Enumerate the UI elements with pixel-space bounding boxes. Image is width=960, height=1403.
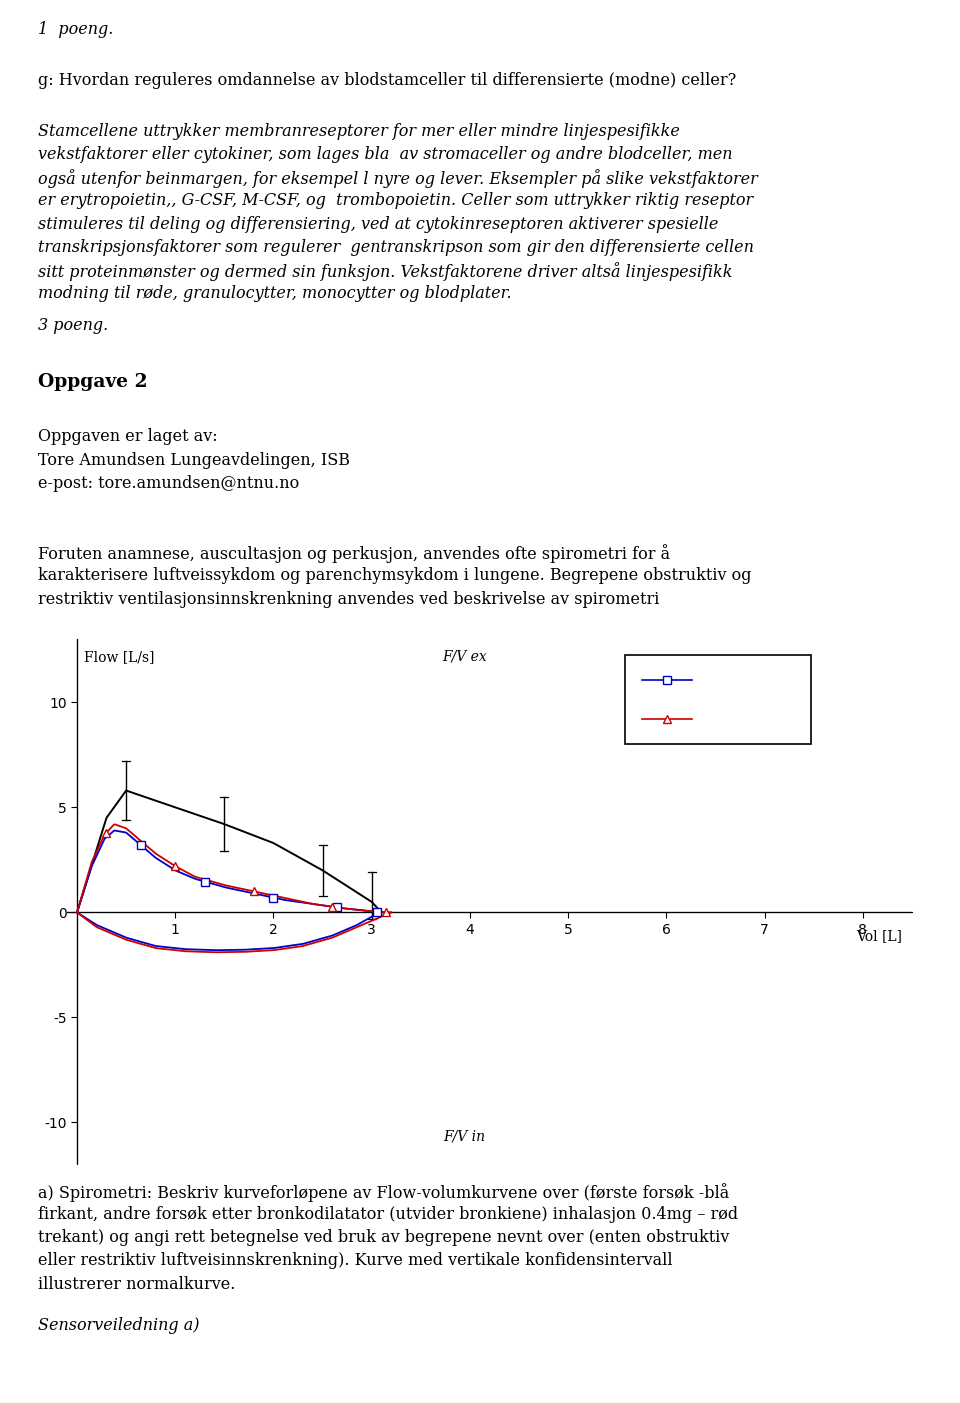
Text: modning til røde, granulocytter, monocytter og blodplater.: modning til røde, granulocytter, monocyt… [38,285,512,302]
Text: 1: 1 [709,673,718,687]
Text: trekant) og angi rett betegnelse ved bruk av begrepene nevnt over (enten obstruk: trekant) og angi rett betegnelse ved bru… [38,1229,730,1246]
Text: 3 poeng.: 3 poeng. [38,317,108,334]
Text: Stamcellene uttrykker membranreseptorer for mer eller mindre linjespesifikke: Stamcellene uttrykker membranreseptorer … [38,123,681,140]
Text: stimuleres til deling og differensiering, ved at cytokinreseptoren aktiverer spe: stimuleres til deling og differensiering… [38,216,719,233]
Text: Flow [L/s]: Flow [L/s] [84,650,155,664]
Text: også utenfor beinmargen, for eksempel l nyre og lever. Eksempler på slike vekstf: også utenfor beinmargen, for eksempel l … [38,170,758,188]
Text: Foruten anamnese, auscultasjon og perkusjon, anvendes ofte spirometri for å: Foruten anamnese, auscultasjon og perkus… [38,544,670,563]
Text: Oppgaven er laget av:: Oppgaven er laget av: [38,428,218,446]
Text: 2: 2 [709,713,718,727]
Bar [625,655,810,745]
Text: Vol [L]: Vol [L] [856,929,902,943]
Text: F/V in: F/V in [444,1129,485,1143]
Text: 1  poeng.: 1 poeng. [38,21,114,38]
Text: er erytropoietin,, G-CSF, M-CSF, og  trombopoietin. Celler som uttrykker riktig : er erytropoietin,, G-CSF, M-CSF, og trom… [38,192,754,209]
Text: sitt proteinmønster og dermed sin funksjon. Vekstfaktorene driver altså linjespe: sitt proteinmønster og dermed sin funksj… [38,262,732,281]
Text: firkant, andre forsøk etter bronkodilatator (utvider bronkiene) inhalasjon 0.4mg: firkant, andre forsøk etter bronkodilata… [38,1207,738,1223]
Text: Oppgave 2: Oppgave 2 [38,373,148,391]
Text: eller restriktiv luftveisinnskrenkning). Kurve med vertikale konfidensintervall: eller restriktiv luftveisinnskrenkning).… [38,1253,673,1270]
Text: e-post: tore.amundsen@ntnu.no: e-post: tore.amundsen@ntnu.no [38,474,300,492]
Text: a) Spirometri: Beskriv kurveforløpene av Flow-volumkurvene over (første forsøk -: a) Spirometri: Beskriv kurveforløpene av… [38,1183,730,1202]
Text: vekstfaktorer eller cytokiner, som lages bla  av stromaceller og andre blodcelle: vekstfaktorer eller cytokiner, som lages… [38,146,732,163]
Text: illustrerer normalkurve.: illustrerer normalkurve. [38,1275,236,1292]
Text: restriktiv ventilasjonsinnskrenkning anvendes ved beskrivelse av spirometri: restriktiv ventilasjonsinnskrenkning anv… [38,591,660,607]
Text: transkripsjonsfaktorer som regulerer  gentranskripson som gir den differensierte: transkripsjonsfaktorer som regulerer gen… [38,239,755,255]
Text: F/V ex: F/V ex [442,650,487,664]
Text: g: Hvordan reguleres omdannelse av blodstamceller til differensierte (modne) cel: g: Hvordan reguleres omdannelse av blods… [38,72,736,88]
Text: Sensorveiledning a): Sensorveiledning a) [38,1317,200,1334]
Text: karakterisere luftveissykdom og parenchymsykdom i lungene. Begrepene obstruktiv : karakterisere luftveissykdom og parenchy… [38,567,752,585]
Text: Tore Amundsen Lungeavdelingen, ISB: Tore Amundsen Lungeavdelingen, ISB [38,452,350,469]
